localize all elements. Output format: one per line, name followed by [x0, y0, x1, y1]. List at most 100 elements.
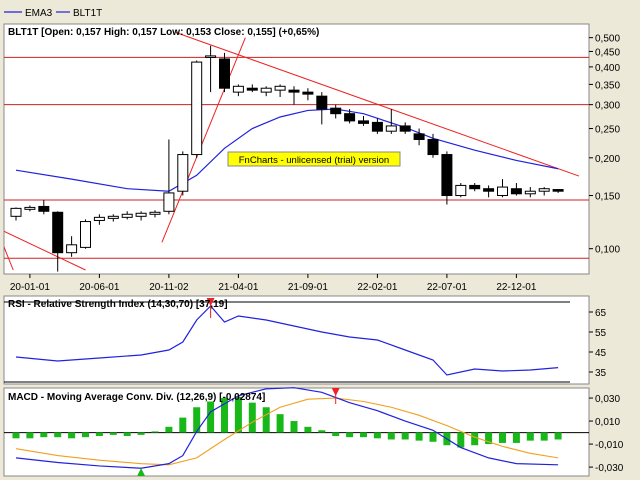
watermark-text: FnCharts - unlicensed (trial) version	[239, 155, 389, 166]
macd-histogram-bar	[262, 407, 270, 433]
candle-body	[24, 206, 36, 210]
candle	[371, 118, 383, 134]
trend-line	[175, 32, 580, 177]
candle	[497, 179, 508, 198]
macd-y-tick-label: -0,030	[595, 463, 624, 474]
candle-body	[385, 125, 397, 132]
candle-body	[524, 190, 536, 195]
macd-histogram-bar	[526, 432, 534, 441]
candle	[66, 236, 78, 257]
candle	[455, 183, 467, 198]
watermark-box	[227, 151, 401, 167]
candle	[163, 139, 175, 215]
candle	[344, 109, 356, 124]
macd-histogram-bar	[193, 407, 201, 433]
candle-body	[288, 89, 300, 93]
macd-y-axis: 0,030 0,010 -0,010 -0,030	[589, 394, 624, 474]
candle	[93, 214, 105, 225]
candle	[38, 199, 50, 215]
price-y-axis: 0,500 0,450 0,400 0,350 0,300 0,250 0,200 0,150…	[589, 34, 620, 256]
candle-body	[177, 154, 189, 192]
candle	[427, 133, 439, 158]
macd-histogram-bar	[221, 398, 228, 433]
watermark: FnCharts - unlicensed (trial) version	[227, 151, 401, 167]
macd-histogram-bar	[276, 414, 284, 433]
candle	[510, 183, 522, 196]
rsi-level-lines	[4, 301, 570, 383]
candle-body	[316, 95, 328, 110]
rsi-panel-frame	[3, 295, 590, 385]
candle	[260, 86, 272, 97]
price-y-tick-label: 0,450	[595, 47, 620, 58]
candle	[24, 205, 36, 212]
candle-body	[427, 138, 439, 156]
macd-histogram-bar	[68, 432, 76, 439]
trend-lines	[4, 32, 580, 271]
candle	[385, 109, 397, 134]
candle	[52, 211, 64, 272]
candle-body	[80, 221, 91, 248]
trend-line	[4, 230, 86, 271]
macd-panel: MACD - Moving Average Conv. Div. (12,26,…	[3, 387, 624, 477]
macd-histogram-bar	[82, 432, 89, 438]
macd-series	[15, 387, 559, 469]
candles	[10, 45, 564, 272]
candle-body	[232, 85, 244, 93]
candle-body	[399, 125, 411, 132]
macd-histogram-bar	[540, 432, 548, 441]
candle	[191, 60, 203, 158]
candle-body	[358, 120, 369, 124]
candle-body	[149, 211, 161, 215]
macd-histogram-bar	[234, 396, 242, 433]
legend-blt1t-label: BLT1T	[73, 8, 102, 19]
candle	[205, 45, 217, 93]
macd-histogram-bar	[485, 432, 493, 445]
rsi-y-tick-label: 55	[595, 328, 607, 339]
macd-histogram-bar	[248, 402, 256, 433]
candle-body	[246, 87, 258, 91]
candle-body	[455, 184, 467, 197]
macd-histogram-bar	[151, 431, 159, 433]
candle	[121, 211, 133, 220]
date-tick-label: 22-07-01	[427, 282, 467, 293]
ema-series-line	[15, 108, 559, 192]
macd-histogram-bar	[499, 432, 506, 443]
candle-body	[219, 58, 230, 89]
candle	[135, 211, 147, 221]
rsi-marker	[206, 298, 215, 318]
candle-body	[510, 188, 522, 195]
candle	[232, 84, 244, 97]
price-panel-title: BLT1T [Open: 0,157 High: 0,157 Low: 0,15…	[8, 27, 319, 38]
legend: EMA3 BLT1T	[4, 8, 102, 19]
ema-line	[15, 108, 559, 192]
macd-histogram-bar	[304, 426, 312, 433]
candle-body	[469, 184, 481, 190]
macd-sell-marker	[331, 388, 340, 396]
rsi-y-tick-label: 35	[595, 368, 607, 379]
candle	[413, 128, 425, 146]
price-y-tick-label: 0,100	[595, 245, 620, 256]
macd-histogram-bar	[95, 432, 103, 437]
macd-panel-title: MACD - Moving Average Conv. Div. (12,26,…	[8, 392, 265, 403]
rsi-panel-title: RSI - Relative Strength Index (14,30,70)…	[8, 299, 228, 310]
candle-body	[10, 207, 22, 217]
candle	[107, 214, 119, 222]
candle	[330, 104, 342, 119]
macd-histogram-bar	[387, 432, 395, 440]
macd-histogram-bar	[54, 432, 62, 438]
date-tick-label: 21-04-01	[218, 282, 258, 293]
macd-histogram-bar	[137, 432, 145, 435]
macd-histogram-bar	[165, 426, 173, 433]
candle-body	[260, 87, 272, 93]
candle	[10, 207, 22, 221]
macd-y-tick-label: 0,030	[595, 394, 620, 405]
macd-histogram-bar	[554, 432, 562, 440]
price-y-tick-label: 0,250	[595, 125, 620, 136]
macd-histogram-bar	[123, 432, 131, 437]
candle	[524, 187, 536, 198]
price-y-tick-label: 0,200	[595, 154, 620, 165]
candle-body	[191, 61, 203, 156]
macd-histogram-bar	[179, 417, 187, 433]
macd-y-tick-label: -0,010	[595, 440, 624, 451]
